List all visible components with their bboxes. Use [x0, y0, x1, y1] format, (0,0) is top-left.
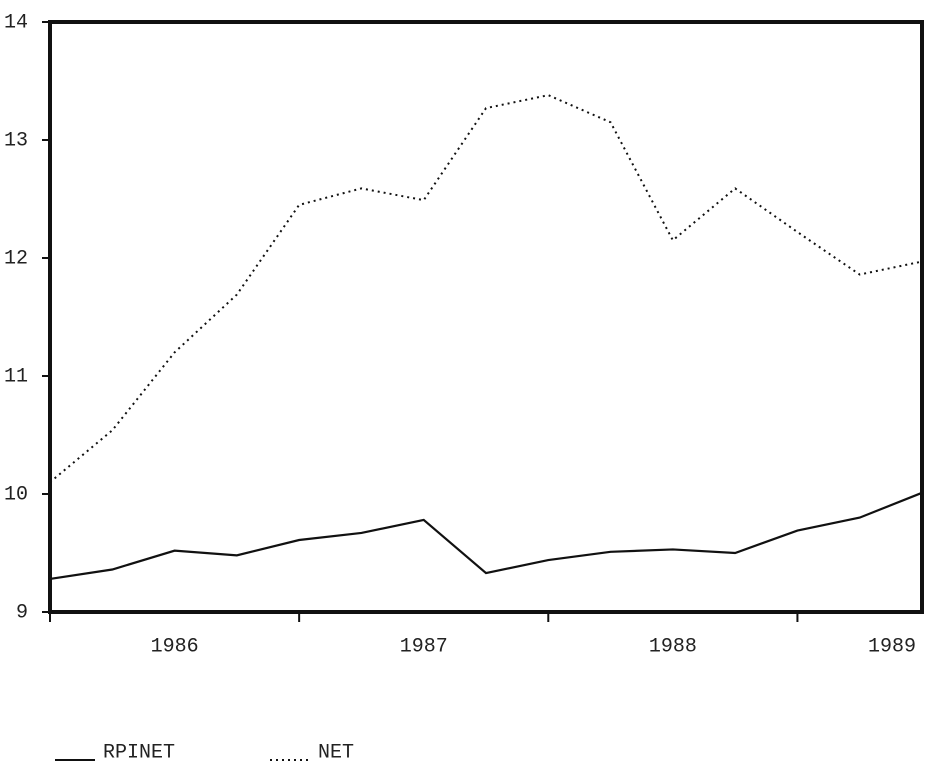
y-tick-label: 13 [4, 129, 28, 152]
data-line [50, 95, 922, 482]
y-tick-label: 10 [4, 483, 28, 506]
x-tick-label: 1987 [400, 635, 448, 658]
legend-label: NET [318, 741, 354, 764]
y-tick-label: 14 [4, 11, 28, 34]
legend-label: RPINET [103, 741, 175, 764]
y-tick-label: 9 [16, 601, 28, 624]
x-tick-label: 1989 [868, 635, 916, 658]
x-tick-label: 1986 [151, 635, 199, 658]
data-line [50, 493, 922, 579]
y-tick-label: 11 [4, 365, 28, 388]
chart: 9 10 11 12 13 14 1986 1987 1988 1989 RPINET NET [0, 0, 929, 777]
plot-frame [50, 22, 922, 612]
y-tick-label: 12 [4, 247, 28, 270]
x-tick-label: 1988 [649, 635, 697, 658]
